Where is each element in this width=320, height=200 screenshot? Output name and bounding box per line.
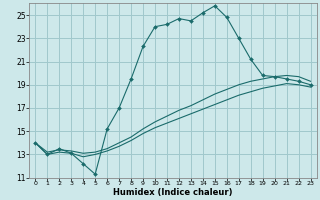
X-axis label: Humidex (Indice chaleur): Humidex (Indice chaleur) bbox=[113, 188, 233, 197]
